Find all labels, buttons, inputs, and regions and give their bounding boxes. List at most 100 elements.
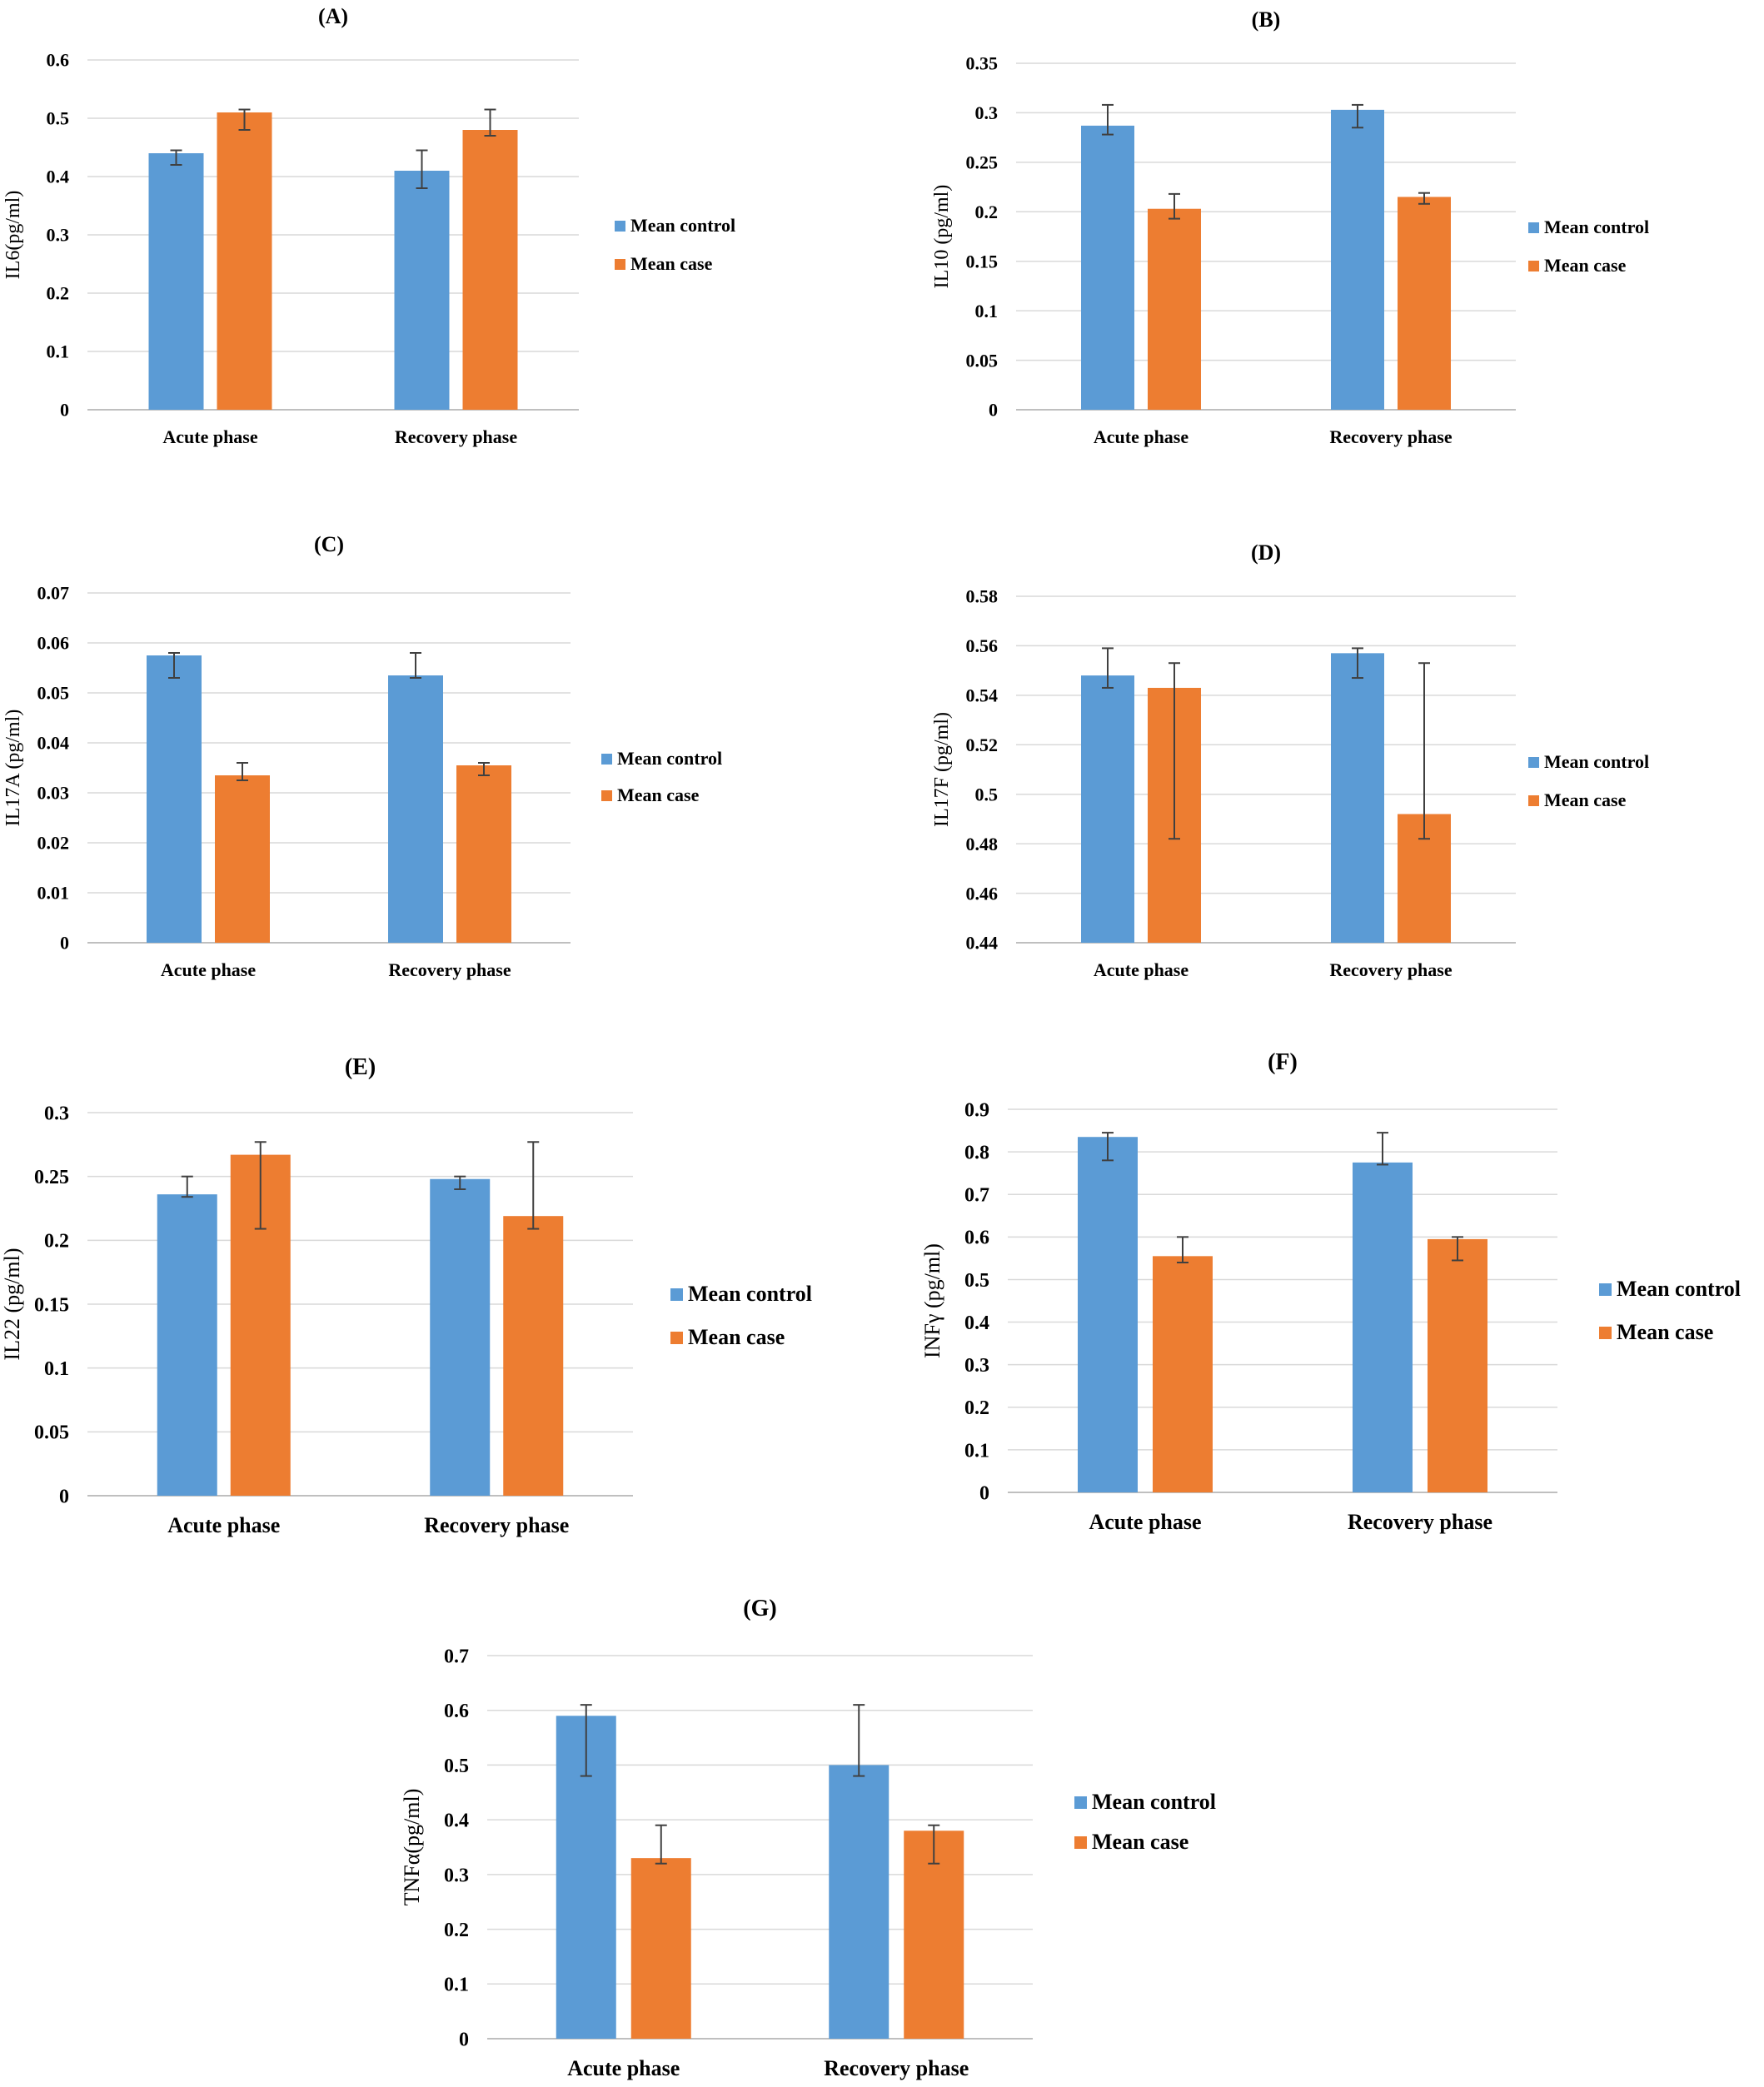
chart-title: (C): [314, 532, 344, 556]
x-category-label: Recovery phase: [824, 2056, 969, 2080]
chart-title: (A): [318, 4, 348, 28]
y-tick-label: 0.44: [966, 933, 999, 954]
y-tick-label: 0.2: [44, 1231, 69, 1253]
y-tick-label: 0.6: [47, 50, 70, 71]
legend-swatch: [1599, 1283, 1612, 1296]
bar-case: [1428, 1238, 1487, 1492]
y-axis-label: IL17F (pg/ml): [931, 712, 953, 827]
y-tick-label: 0.1: [47, 341, 70, 362]
y-tick-label: 0.05: [37, 683, 70, 704]
legend-swatch: [670, 1288, 683, 1301]
legend-label: Mean case: [630, 253, 713, 274]
legend-label: Mean case: [1617, 1320, 1713, 1344]
chart-svg-e: (E) 0 0.05 0.1 0.15 0.2 0.25 0.3 IL22 (pg/ml) Acu…: [0, 1054, 812, 1537]
y-tick-label: 0.4: [964, 1312, 989, 1334]
bar-control: [148, 153, 204, 410]
y-tick-label: 0.1: [44, 1358, 69, 1380]
y-axis-label: INFγ (pg/ml): [920, 1243, 944, 1358]
chart-title: (E): [345, 1054, 376, 1080]
bar-control: [1353, 1162, 1413, 1492]
legend-swatch: [615, 259, 625, 270]
bar-control: [1331, 109, 1384, 410]
y-tick-label: 0.4: [444, 1811, 469, 1832]
y-tick-label: 0.1: [444, 1975, 469, 1996]
bar-case: [503, 1216, 564, 1496]
legend-label: Mean control: [688, 1282, 812, 1306]
legend-label: Mean control: [1617, 1277, 1741, 1301]
y-tick-label: 0.04: [37, 733, 70, 754]
legend-swatch: [1528, 261, 1539, 271]
legend-swatch: [615, 221, 625, 232]
y-tick-label: 0.5: [964, 1270, 989, 1292]
x-category-label: Recovery phase: [1329, 959, 1452, 980]
y-tick-label: 0.7: [444, 1646, 469, 1667]
x-category-label: Recovery phase: [388, 959, 511, 980]
chart-panel-d: (D) 0.44 0.46 0.48 0.5 0.52 0.54 0.56 0.58 IL17F …: [929, 533, 1762, 999]
y-tick-label: 0.2: [47, 283, 70, 304]
legend-swatch: [601, 754, 612, 765]
bar-control: [157, 1194, 217, 1496]
y-tick-label: 0.6: [964, 1228, 989, 1249]
y-tick-label: 0.01: [37, 883, 70, 904]
y-tick-label: 0.06: [37, 633, 70, 654]
bar-control: [829, 1765, 889, 2039]
y-tick-label: 0.2: [444, 1920, 469, 1941]
chart-svg-a: (A) 0 0.1 0.2 0.3 0.4 0.5 0.6 IL6(pg/ml) Acute ph…: [2, 4, 735, 447]
chart-svg-f: (F) 0 0.1 0.2 0.3 0.4 0.5 0.6 0.7 0.8 0.9 INFγ (pg/…: [920, 1049, 1741, 1534]
y-tick-label: 0.07: [37, 583, 70, 604]
y-tick-label: 0.4: [47, 167, 70, 187]
bar-case: [462, 130, 518, 410]
chart-svg-c: (C) 0 0.01 0.02 0.03 0.04 0.05 0.06 0.07 IL17A (p…: [2, 532, 722, 980]
legend-label: Mean control: [1092, 1790, 1216, 1814]
y-tick-label: 0.3: [444, 1865, 469, 1886]
x-category-label: Recovery phase: [395, 426, 517, 447]
legend-swatch: [1528, 795, 1539, 806]
y-tick-label: 0.46: [966, 883, 999, 904]
y-axis-label: TNFα(pg/ml): [400, 1789, 424, 1906]
y-tick-label: 0.05: [966, 350, 999, 371]
bar-control: [1078, 1137, 1138, 1492]
chart-panel-g: (G) 0 0.1 0.2 0.3 0.4 0.5 0.6 0.7 TNFα(pg/ml) Acut…: [400, 1591, 1299, 2082]
y-tick-label: 0.35: [966, 53, 999, 74]
x-category-label: Acute phase: [567, 2056, 680, 2080]
legend-swatch: [1074, 1836, 1087, 1849]
legend-swatch: [601, 790, 612, 801]
y-tick-label: 0.1: [964, 1440, 989, 1462]
legend-label: Mean control: [1544, 217, 1649, 237]
x-category-label: Recovery phase: [1329, 426, 1452, 447]
bar-case: [630, 1858, 691, 2039]
x-category-label: Acute phase: [161, 959, 257, 980]
y-axis-label: IL22 (pg/ml): [0, 1248, 24, 1360]
legend-swatch: [1528, 757, 1539, 768]
bar-control: [430, 1178, 491, 1496]
y-tick-label: 0: [979, 1482, 989, 1504]
legend-label: Mean case: [688, 1325, 785, 1349]
legend-swatch: [670, 1332, 683, 1344]
y-tick-label: 0.3: [964, 1355, 989, 1377]
chart-svg-b: (B) 0 0.05 0.1 0.15 0.2 0.25 0.3 0.35 IL10 (pg/ml…: [931, 7, 1649, 447]
chart-svg-d: (D) 0.44 0.46 0.48 0.5 0.52 0.54 0.56 0.58 IL17F …: [931, 540, 1649, 980]
chart-panel-e: (E) 0 0.05 0.1 0.15 0.2 0.25 0.3 IL22 (pg/ml) Acu…: [0, 1041, 883, 1557]
bar-case: [1153, 1256, 1213, 1492]
y-tick-label: 0.15: [966, 251, 999, 271]
y-tick-label: 0: [59, 1486, 69, 1507]
x-category-label: Acute phase: [162, 426, 258, 447]
y-tick-label: 0.3: [975, 102, 999, 123]
y-tick-label: 0: [989, 400, 998, 421]
chart-title: (F): [1268, 1049, 1298, 1075]
y-tick-label: 0.58: [966, 586, 999, 607]
x-category-label: Recovery phase: [1348, 1510, 1492, 1534]
bar-case: [456, 765, 511, 943]
legend-label: Mean case: [1544, 255, 1627, 276]
x-category-label: Acute phase: [1094, 426, 1189, 447]
bar-case: [215, 775, 270, 943]
bar-case: [904, 1830, 964, 2039]
y-tick-label: 0: [60, 400, 69, 421]
chart-title: (D): [1251, 540, 1281, 565]
bar-control: [1331, 653, 1384, 943]
y-tick-label: 0.56: [966, 635, 999, 656]
y-tick-label: 0.02: [37, 833, 70, 854]
chart-title: (G): [743, 1596, 776, 1621]
y-tick-label: 0.3: [47, 225, 70, 246]
legend-swatch: [1528, 222, 1539, 233]
